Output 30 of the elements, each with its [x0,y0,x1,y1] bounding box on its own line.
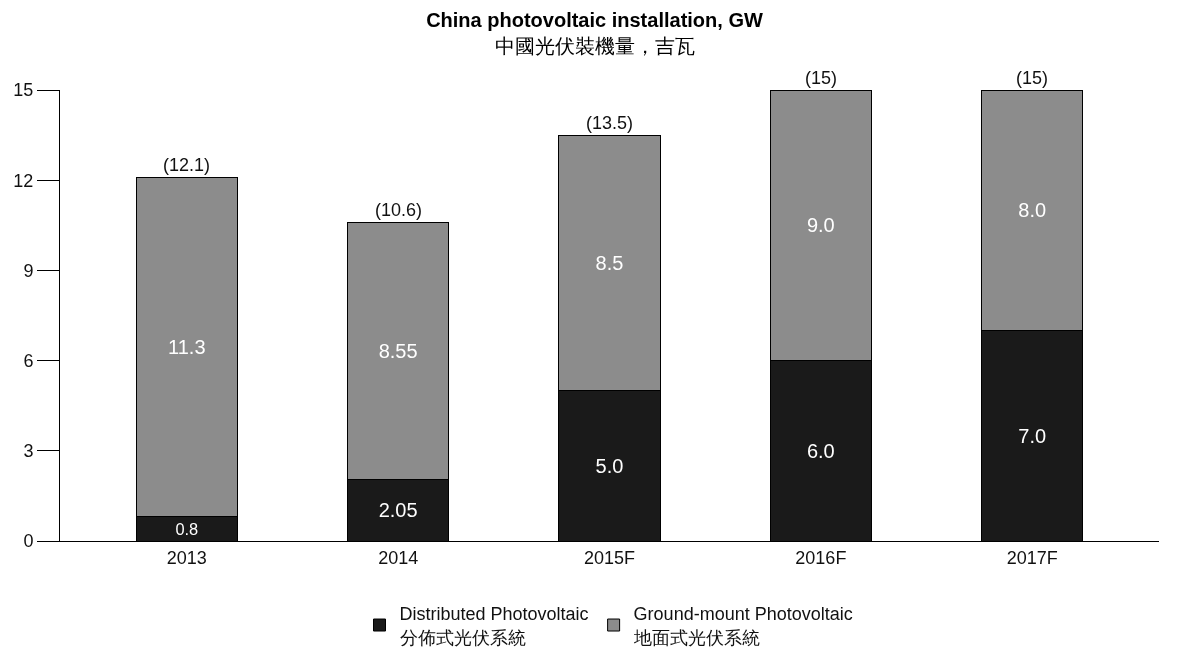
chart-subtitle: 中國光伏裝機量，吉瓦 [494,34,695,57]
x-tick-label: 2016F [795,547,847,568]
data-label: 6.0 [806,439,835,462]
data-label: 11.3 [168,336,206,359]
x-tick-label: 2017F [1006,547,1058,568]
x-tick-label: 2014 [378,547,419,568]
data-label: 8.55 [378,339,418,362]
x-tick-label: 2015F [583,547,636,568]
legend-label: Ground-mount Photovoltaic 地面式光伏系統 [632,604,853,648]
total-label: (13.5) [586,113,634,133]
data-label: 7.0 [1018,424,1047,447]
total-label: (12.1) [163,155,211,175]
data-label: 8.0 [1018,199,1047,222]
total-label: (15) [1016,68,1049,88]
legend-label: Distributed Photovoltaic 分佈式光伏系統 [399,604,589,648]
data-label: 5.0 [595,454,624,477]
chart-title: China photovoltaic installation, GW [426,8,763,31]
data-label: 0.8 [175,519,199,538]
y-tick-label: 0 [23,531,34,552]
data-label: 8.5 [595,251,624,274]
total-label: (10.6) [375,200,423,220]
y-tick-label: 3 [23,441,34,462]
data-label: 9.0 [806,214,835,237]
y-tick-label: 12 [13,170,34,191]
y-tick-label: 6 [23,350,34,371]
y-tick-label: 9 [23,260,34,281]
x-tick-label: 2013 [166,547,207,568]
data-label: 2.05 [378,499,418,522]
total-label: (15) [805,68,838,88]
y-tick-label: 15 [13,80,34,101]
